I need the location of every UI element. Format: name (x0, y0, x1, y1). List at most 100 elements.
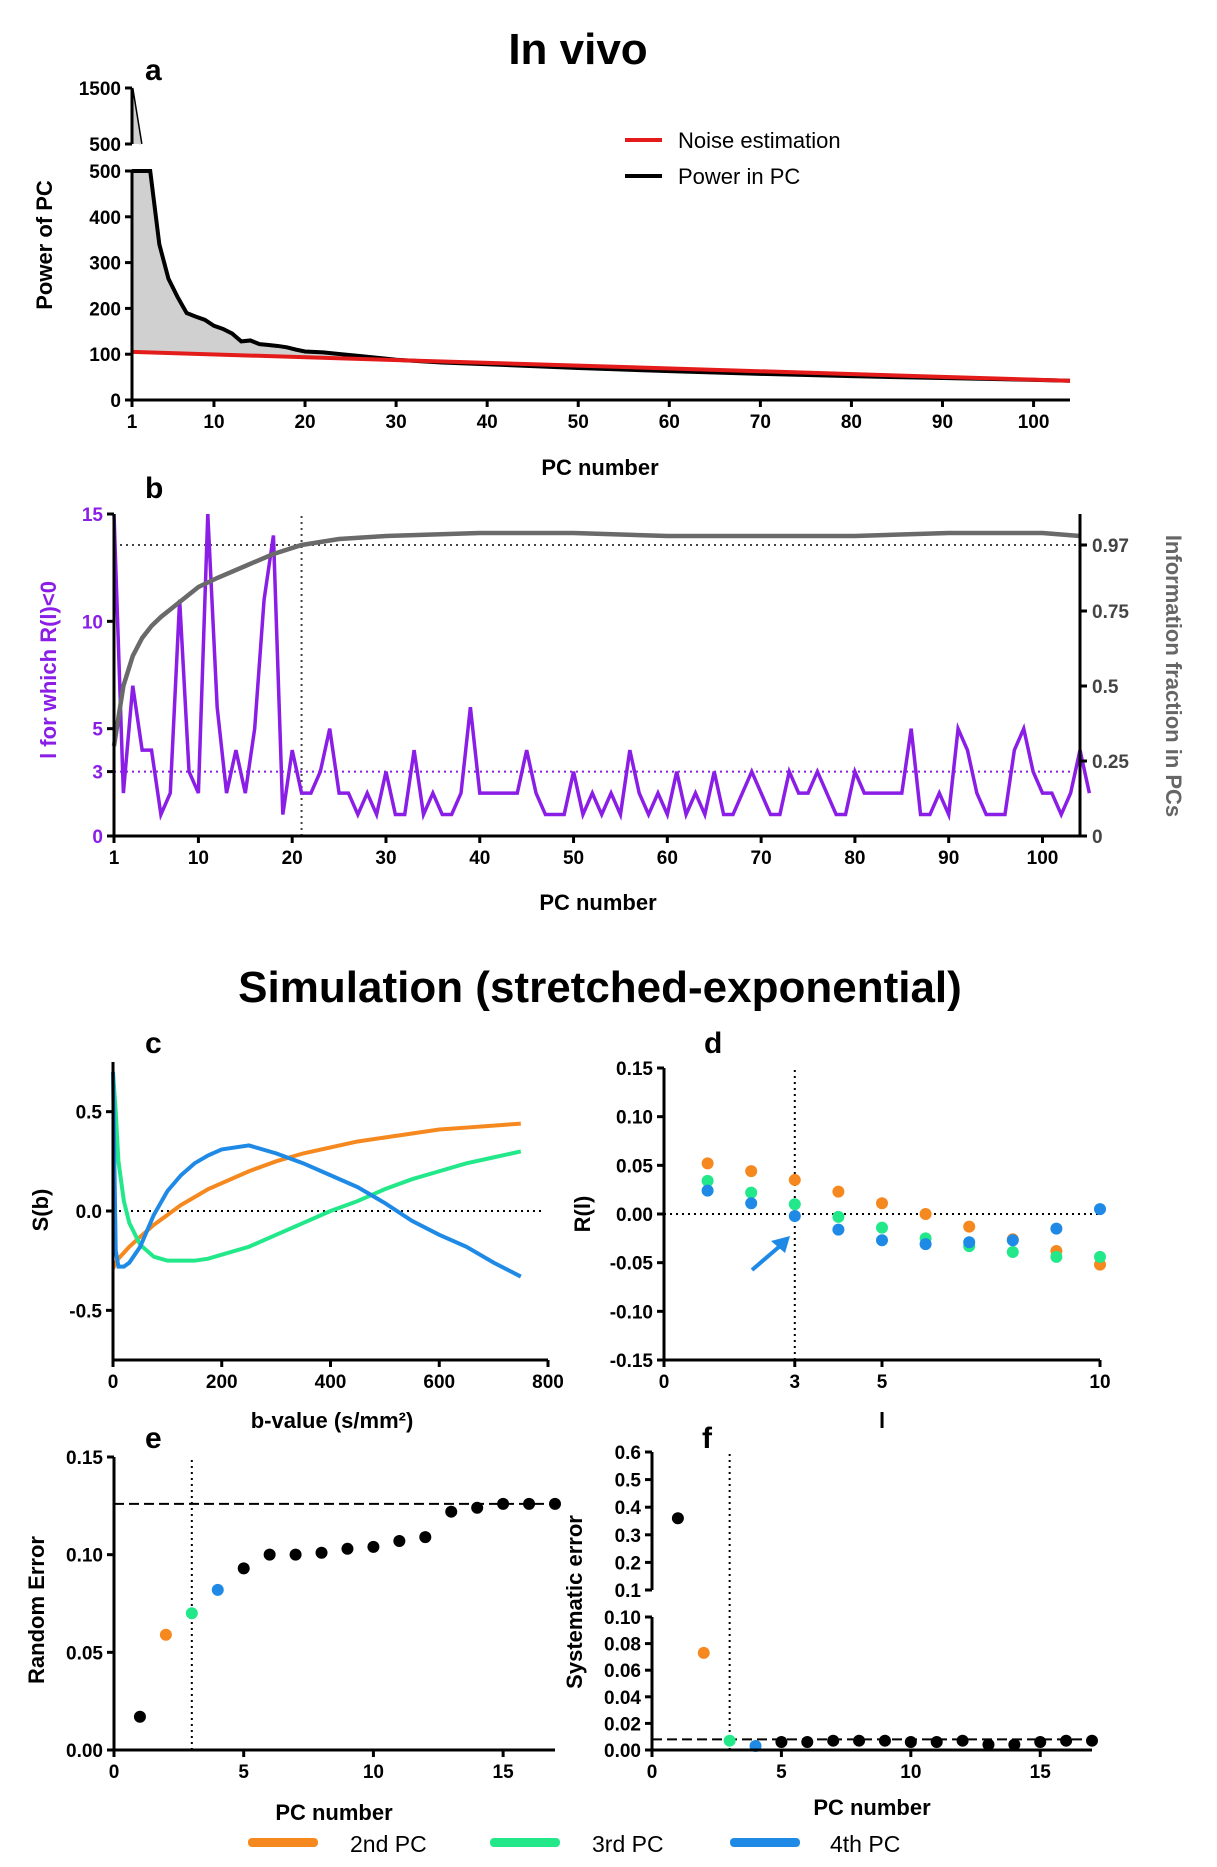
b-x-tick-label: 50 (563, 848, 584, 869)
point-2nd-pc (788, 1173, 801, 1186)
b-x-tick-label: 1 (109, 848, 120, 869)
a-x-tick-label: 40 (477, 412, 498, 433)
d-y-tick-label: 0.00 (616, 1205, 653, 1226)
a-x-tick-label: 100 (1018, 412, 1050, 433)
series-line-4th-pc (111, 1071, 522, 1279)
b-x-tick-label: 100 (1027, 848, 1059, 869)
systematic-error-point (853, 1734, 866, 1747)
random-error-point (523, 1497, 536, 1510)
point-4th-pc (1094, 1203, 1106, 1216)
panel-a-chart: a 1 10 20 30 40 50 60 70 80 90 100 0 100 200 300 400 500 5… (32, 54, 1071, 480)
f-y-upper-tick-label: 0.4 (615, 1498, 642, 1519)
a-y-lower-tick-label: 500 (89, 162, 121, 183)
b-x-tick-label: 10 (188, 848, 209, 869)
series-line-2nd-pc (111, 1121, 521, 1270)
point-3rd-pc (1006, 1245, 1019, 1258)
point-2nd-pc (919, 1208, 932, 1220)
x-axis-title-d: l (879, 1408, 885, 1433)
d-x-tick-label: 5 (877, 1372, 888, 1393)
y-axis-title-e: Random Error (24, 1536, 49, 1684)
c-x-tick-label: 200 (206, 1372, 238, 1393)
a-x-tick-label: 20 (294, 412, 315, 433)
d-y-tick-label: 0.05 (616, 1156, 653, 1177)
y-axis-title-f: Systematic error (562, 1515, 587, 1689)
systematic-error-point (671, 1512, 684, 1525)
f-x-tick-label: 5 (776, 1762, 787, 1783)
point-2nd-pc (876, 1197, 888, 1210)
d-x-tick-label: 10 (1089, 1372, 1110, 1393)
legend-swatch-4th-pc (730, 1838, 800, 1847)
random-error-point (237, 1562, 250, 1575)
b-y-right-tick-label: 0.97 (1092, 536, 1129, 557)
systematic-error-point (930, 1736, 943, 1749)
systematic-error-point (956, 1734, 969, 1747)
information-fraction-line (111, 530, 1081, 747)
random-error-point (549, 1497, 561, 1510)
c-y-tick-label: 0.0 (76, 1202, 102, 1223)
panel-label-b: b (145, 472, 163, 505)
x-axis-title-f: PC number (813, 1795, 931, 1820)
e-x-tick-label: 0 (109, 1762, 120, 1783)
y-axis-title-b-left: l for which R(l)<0 (36, 581, 61, 759)
point-4th-pc (1006, 1234, 1019, 1247)
f-x-tick-label: 0 (647, 1762, 658, 1783)
a-y-lower-tick-label: 0 (110, 391, 121, 412)
d-x-tick-label: 0 (659, 1372, 670, 1393)
a-y-upper-tick-label: 1500 (79, 79, 121, 100)
f-x-tick-label: 15 (1030, 1762, 1052, 1783)
f-x-tick-label: 10 (900, 1762, 921, 1783)
legend-label-4th-pc: 4th PC (830, 1831, 900, 1857)
title-in-vivo: In vivo (508, 25, 647, 74)
systematic-error-point (1008, 1738, 1021, 1751)
bottom-legend: 2nd PC 3rd PC 4th PC (248, 1831, 900, 1857)
b-x-tick-label: 80 (844, 848, 865, 869)
annotation-arrow-shaft (750, 1244, 782, 1272)
random-error-point (367, 1540, 380, 1553)
e-y-tick-label: 0.15 (66, 1448, 103, 1469)
systematic-error-point (775, 1736, 788, 1749)
point-3rd-pc (832, 1210, 845, 1223)
a-y-lower-tick-label: 400 (89, 208, 121, 229)
legend-swatch-3rd-pc (490, 1838, 560, 1847)
a-y-lower-tick-label: 300 (89, 254, 121, 275)
d-y-tick-label: -0.15 (610, 1351, 654, 1372)
systematic-error-point (697, 1646, 710, 1659)
panel-d-chart: d 0 3 5 10 -0.15 -0.10 -0.05 0.00 0.05 0.10 0.15 l R(… (570, 1027, 1111, 1433)
f-y-upper-tick-label: 0.5 (615, 1471, 642, 1492)
f-y-upper-tick-label: 0.1 (615, 1581, 642, 1602)
point-4th-pc (919, 1238, 932, 1251)
panel-label-e: e (145, 1422, 162, 1455)
power-area-upper (132, 88, 142, 144)
c-y-tick-label: 0.5 (76, 1103, 103, 1124)
y-axis-title-d: R(l) (570, 1196, 595, 1233)
a-x-tick-label: 90 (932, 412, 953, 433)
d-y-tick-label: -0.05 (610, 1254, 654, 1275)
x-axis-title-b: PC number (539, 890, 657, 915)
random-error-point (211, 1583, 224, 1596)
c-x-tick-label: 0 (108, 1372, 119, 1393)
b-y-left-tick-label: 10 (82, 612, 103, 633)
a-y-lower-tick-label: 200 (89, 299, 121, 320)
noise-estimation-line (131, 349, 1071, 383)
random-error-point (393, 1534, 406, 1547)
systematic-error-point (1086, 1734, 1098, 1747)
a-x-tick-label: 10 (203, 412, 224, 433)
b-y-left-tick-label: 15 (82, 505, 104, 526)
f-y-lower-tick-label: 0.00 (604, 1741, 641, 1762)
point-3rd-pc (701, 1174, 714, 1187)
d-x-tick-label: 3 (790, 1372, 801, 1393)
legend-label-3rd-pc: 3rd PC (592, 1831, 664, 1857)
panel-label-a: a (145, 54, 162, 87)
random-error-point (341, 1542, 354, 1555)
random-error-point (289, 1548, 302, 1561)
a-x-tick-label: 80 (841, 412, 862, 433)
point-4th-pc (745, 1197, 758, 1210)
f-y-lower-tick-label: 0.04 (604, 1688, 641, 1709)
y-axis-title-c: S(b) (28, 1189, 53, 1232)
random-error-point (497, 1497, 510, 1510)
panel-label-c: c (145, 1027, 162, 1060)
point-3rd-pc (788, 1198, 801, 1211)
b-y-left-tick-label: 3 (92, 763, 103, 784)
systematic-error-point (982, 1738, 995, 1751)
